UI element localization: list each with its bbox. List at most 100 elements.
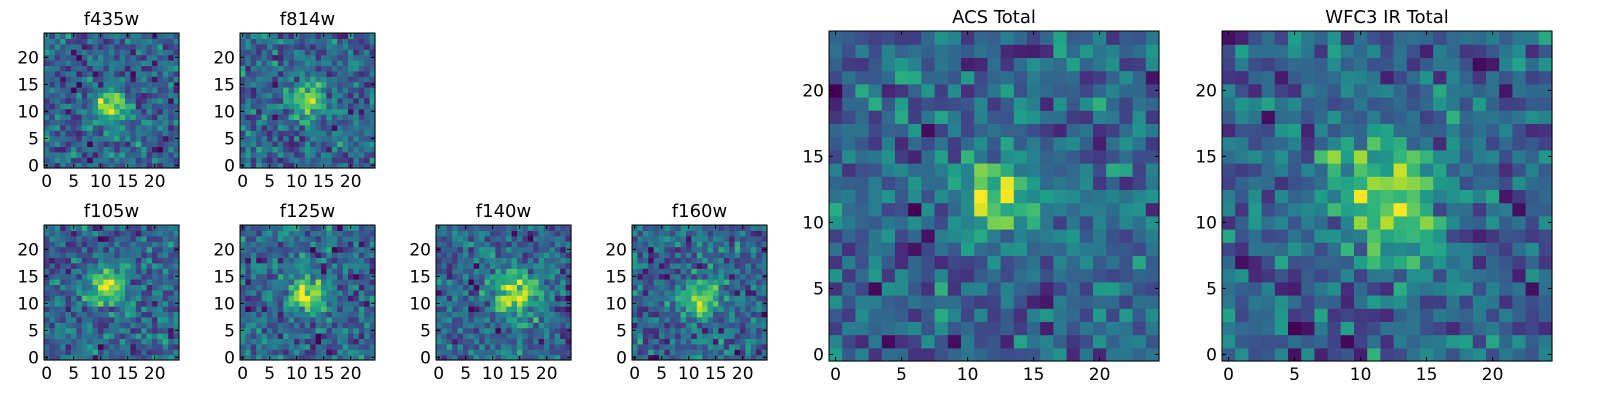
heatmap-cell xyxy=(1380,163,1395,177)
heatmap-cell xyxy=(173,225,180,231)
heatmap-cell xyxy=(1512,295,1527,309)
heatmap-cell xyxy=(92,268,99,275)
heatmap-cell xyxy=(60,70,67,77)
heatmap-cell xyxy=(103,241,110,248)
heatmap-cell xyxy=(272,141,279,147)
heatmap-cell xyxy=(256,295,263,302)
heatmap-cell xyxy=(446,322,453,329)
heatmap-cell xyxy=(141,295,148,302)
heatmap-cell xyxy=(457,322,464,329)
heatmap-cell xyxy=(71,54,77,61)
heatmap-cell xyxy=(364,279,371,285)
heatmap-cell xyxy=(152,141,158,147)
heatmap-cell xyxy=(1053,70,1068,85)
heatmap-cell xyxy=(446,284,453,291)
heatmap-cell xyxy=(76,333,83,339)
heatmap-cell xyxy=(98,119,104,126)
heatmap-cell xyxy=(119,103,126,110)
heatmap-cell xyxy=(342,54,349,61)
heatmap-cell xyxy=(168,70,175,77)
heatmap-cell xyxy=(1380,281,1395,296)
heatmap-cell xyxy=(463,316,469,323)
heatmap-cell xyxy=(1406,268,1421,283)
heatmap-cell xyxy=(162,70,169,77)
heatmap-cell xyxy=(98,241,104,248)
heatmap-cell xyxy=(108,246,115,253)
heatmap-cell xyxy=(125,327,131,334)
heatmap-cell xyxy=(60,135,67,142)
heatmap-cell xyxy=(135,235,142,242)
heatmap-cell xyxy=(441,306,448,312)
heatmap-cell xyxy=(272,43,279,50)
heatmap-cell xyxy=(81,230,88,237)
heatmap-cell xyxy=(881,255,896,270)
heatmap-cell xyxy=(119,354,126,361)
heatmap-cell xyxy=(337,119,344,126)
heatmap-cell xyxy=(141,225,148,231)
heatmap-cell xyxy=(337,252,344,258)
heatmap-cell xyxy=(680,311,687,318)
heatmap-cell xyxy=(125,135,131,142)
heatmap-cell xyxy=(750,295,757,302)
heatmap-cell xyxy=(326,284,333,291)
heatmap-cell xyxy=(1093,31,1107,45)
heatmap-cell xyxy=(81,306,88,312)
heatmap-cell xyxy=(256,257,263,264)
heatmap-cell xyxy=(157,76,164,83)
heatmap-cell xyxy=(974,136,988,151)
heatmap-cell xyxy=(272,295,279,302)
heatmap-cell xyxy=(1274,176,1289,190)
heatmap-cell xyxy=(76,327,83,334)
heatmap-cell xyxy=(103,268,110,275)
heatmap-cell xyxy=(1433,255,1447,270)
heatmap-cell xyxy=(544,252,550,258)
heatmap-cell xyxy=(750,333,757,339)
heatmap-cell xyxy=(707,311,714,318)
heatmap-cell xyxy=(1053,202,1068,217)
heatmap-cell xyxy=(310,273,317,280)
heatmap-cell xyxy=(1486,321,1500,336)
heatmap-cell xyxy=(500,289,507,296)
heatmap-cell xyxy=(103,43,110,50)
heatmap-cell xyxy=(653,333,660,339)
heatmap-cell xyxy=(511,349,518,356)
heatmap-cell xyxy=(250,354,257,361)
heatmap-cell xyxy=(141,119,148,126)
heatmap-cell xyxy=(125,311,131,318)
heatmap-cell xyxy=(1420,189,1434,204)
y-tick-label: 15 xyxy=(17,267,39,287)
heatmap-cell xyxy=(1459,334,1474,349)
heatmap-cell xyxy=(294,343,300,350)
heatmap-cell xyxy=(1027,308,1041,322)
heatmap-cell xyxy=(934,70,949,85)
heatmap-cell xyxy=(54,252,61,258)
heatmap-cell xyxy=(114,252,121,258)
heatmap-cell xyxy=(490,230,496,237)
heatmap-cell xyxy=(1288,229,1302,243)
heatmap-cell xyxy=(44,130,50,137)
heatmap-cell xyxy=(245,279,252,285)
heatmap-cell xyxy=(250,306,257,312)
heatmap-cell xyxy=(479,279,486,285)
heatmap-cell xyxy=(538,235,545,242)
heatmap-cell xyxy=(718,333,725,339)
heatmap-cell xyxy=(353,349,360,356)
heatmap-cell xyxy=(1093,255,1107,270)
heatmap-cell xyxy=(1079,347,1094,362)
heatmap-cell xyxy=(283,327,290,334)
heatmap-cell xyxy=(1145,44,1160,58)
heatmap-cell xyxy=(718,306,725,312)
heatmap-cell xyxy=(632,338,638,345)
heatmap-cell xyxy=(250,273,257,280)
heatmap-cell xyxy=(304,327,311,334)
heatmap-cell xyxy=(146,151,153,158)
heatmap-cell xyxy=(565,279,572,285)
heatmap-cell xyxy=(173,49,180,56)
heatmap-cell xyxy=(65,349,72,356)
heatmap-cell xyxy=(342,70,349,77)
heatmap-cell xyxy=(103,354,110,361)
heatmap-cell xyxy=(500,316,507,323)
heatmap-cell xyxy=(168,151,175,158)
heatmap-cell xyxy=(65,162,72,169)
heatmap-cell xyxy=(457,354,464,361)
